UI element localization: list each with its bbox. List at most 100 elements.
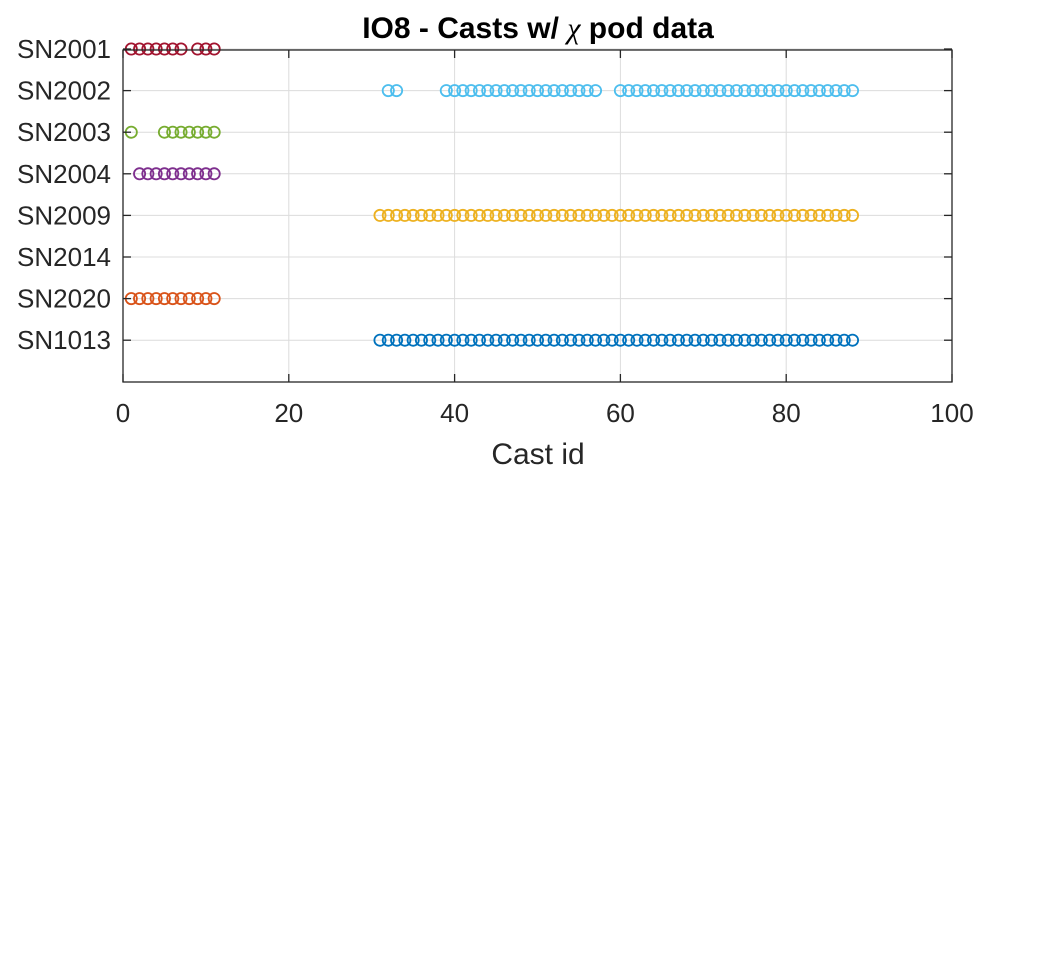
data-point xyxy=(555,333,569,347)
data-point xyxy=(456,333,470,347)
y-tick-label-sn2009: SN2009 xyxy=(17,200,111,230)
data-markers xyxy=(124,42,860,347)
data-point xyxy=(787,333,801,347)
data-point xyxy=(182,292,196,306)
data-point xyxy=(771,84,785,98)
data-point xyxy=(721,84,735,98)
data-point xyxy=(141,292,155,306)
data-point xyxy=(763,333,777,347)
data-point xyxy=(439,208,453,222)
data-point xyxy=(497,208,511,222)
data-point xyxy=(655,333,669,347)
chart-title: IO8 - Casts w/ χ pod data xyxy=(362,12,714,45)
data-point xyxy=(472,333,486,347)
grid-lines xyxy=(123,48,952,382)
data-point xyxy=(439,84,453,98)
data-point xyxy=(638,84,652,98)
data-point xyxy=(738,208,752,222)
x-tick-label: 60 xyxy=(606,398,635,428)
data-point xyxy=(796,333,810,347)
data-point xyxy=(464,84,478,98)
data-point xyxy=(729,84,743,98)
data-point xyxy=(497,84,511,98)
data-point xyxy=(133,292,147,306)
data-point xyxy=(572,208,586,222)
data-point xyxy=(555,208,569,222)
data-point xyxy=(191,125,205,139)
y-tick-label-sn2020: SN2020 xyxy=(17,284,111,314)
data-point xyxy=(837,208,851,222)
data-point xyxy=(696,208,710,222)
data-point xyxy=(812,84,826,98)
data-point xyxy=(514,84,528,98)
data-point xyxy=(580,84,594,98)
data-point xyxy=(564,84,578,98)
x-tick-label: 0 xyxy=(116,398,130,428)
data-point xyxy=(207,292,221,306)
data-point xyxy=(191,42,205,56)
data-point xyxy=(680,333,694,347)
data-point xyxy=(746,84,760,98)
data-point xyxy=(182,125,196,139)
data-point xyxy=(663,208,677,222)
data-point xyxy=(531,208,545,222)
data-point xyxy=(771,333,785,347)
data-point xyxy=(796,84,810,98)
data-point xyxy=(705,333,719,347)
x-tick-label: 100 xyxy=(930,398,973,428)
data-point xyxy=(622,208,636,222)
data-point xyxy=(638,333,652,347)
data-point xyxy=(705,208,719,222)
x-tick-label: 40 xyxy=(440,398,469,428)
data-point xyxy=(754,208,768,222)
data-point xyxy=(481,84,495,98)
series-sn1013 xyxy=(373,333,860,347)
data-point xyxy=(812,208,826,222)
data-point xyxy=(754,84,768,98)
data-point xyxy=(796,208,810,222)
data-point xyxy=(514,333,528,347)
x-axis-label: Cast id xyxy=(491,438,584,471)
data-point xyxy=(207,167,221,181)
data-point xyxy=(746,208,760,222)
data-point xyxy=(696,333,710,347)
data-point xyxy=(406,208,420,222)
data-point xyxy=(688,333,702,347)
data-point xyxy=(680,208,694,222)
data-point xyxy=(472,84,486,98)
data-point xyxy=(580,333,594,347)
data-point xyxy=(497,333,511,347)
data-point xyxy=(663,333,677,347)
data-point xyxy=(705,84,719,98)
series-sn2002 xyxy=(381,84,860,98)
x-tick-label: 20 xyxy=(274,398,303,428)
data-point xyxy=(647,208,661,222)
data-point xyxy=(191,292,205,306)
data-point xyxy=(431,333,445,347)
data-point xyxy=(804,333,818,347)
data-point xyxy=(630,208,644,222)
data-point xyxy=(846,333,860,347)
axis-ticks: 0 20 40 60 80 100 SN2001 SN2002 SN2003 SN2004 SN20… xyxy=(17,34,974,428)
data-point xyxy=(787,84,801,98)
series-sn2009 xyxy=(373,208,860,222)
data-point xyxy=(754,333,768,347)
data-point xyxy=(580,208,594,222)
series-sn2020 xyxy=(124,292,221,306)
data-point xyxy=(589,208,603,222)
data-point xyxy=(423,333,437,347)
data-point xyxy=(174,125,188,139)
data-point xyxy=(721,333,735,347)
data-point xyxy=(671,84,685,98)
data-point xyxy=(622,84,636,98)
y-tick-label-sn2014: SN2014 xyxy=(17,242,111,272)
data-point xyxy=(522,84,536,98)
data-point xyxy=(182,167,196,181)
data-point xyxy=(597,208,611,222)
data-point xyxy=(489,208,503,222)
data-point xyxy=(688,208,702,222)
data-point xyxy=(647,84,661,98)
data-point xyxy=(207,125,221,139)
data-point xyxy=(547,333,561,347)
data-point xyxy=(779,208,793,222)
